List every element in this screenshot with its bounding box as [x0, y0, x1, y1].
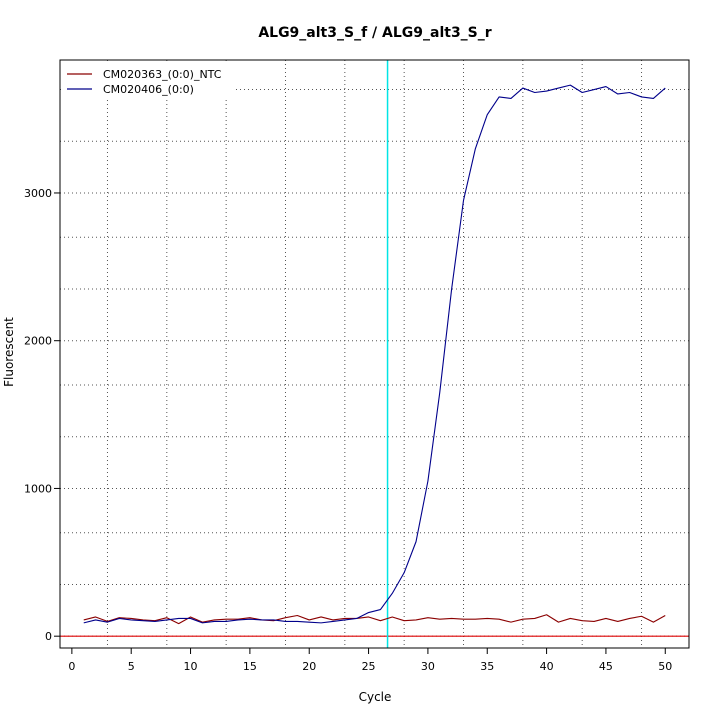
- x-tick-label: 30: [421, 660, 435, 673]
- grid: [60, 60, 689, 648]
- y-tick-label: 0: [45, 630, 52, 643]
- y-axis-label: Fluorescent: [2, 317, 16, 387]
- x-tick-label: 5: [128, 660, 135, 673]
- x-tick-label: 45: [599, 660, 613, 673]
- chart-title: ALG9_alt3_S_f / ALG9_alt3_S_r: [258, 25, 491, 41]
- y-axis: 0 1000 2000 3000: [24, 187, 61, 643]
- x-axis: 0 5 10 15 20 25 30 35 40 45 50: [68, 647, 672, 673]
- y-tick-label: 3000: [24, 187, 52, 200]
- y-tick-label: 1000: [24, 482, 52, 495]
- x-tick-label: 20: [302, 660, 316, 673]
- y-tick-label: 2000: [24, 335, 52, 348]
- legend: CM020363_(0:0)_NTC CM020406_(0:0): [61, 63, 236, 99]
- series-line-2: [83, 84, 666, 624]
- series-line-1: [83, 614, 666, 625]
- x-tick-label: 25: [362, 660, 376, 673]
- x-tick-label: 10: [184, 660, 198, 673]
- legend-box: [61, 63, 236, 99]
- x-tick-label: 50: [658, 660, 672, 673]
- x-tick-label: 40: [540, 660, 554, 673]
- x-tick-label: 35: [480, 660, 494, 673]
- series-layer: [83, 84, 666, 625]
- x-axis-label: Cycle: [359, 690, 392, 704]
- x-tick-label: 0: [68, 660, 75, 673]
- legend-label-2: CM020406_(0:0): [103, 83, 194, 96]
- legend-label-1: CM020363_(0:0)_NTC: [103, 68, 222, 81]
- x-tick-label: 15: [243, 660, 257, 673]
